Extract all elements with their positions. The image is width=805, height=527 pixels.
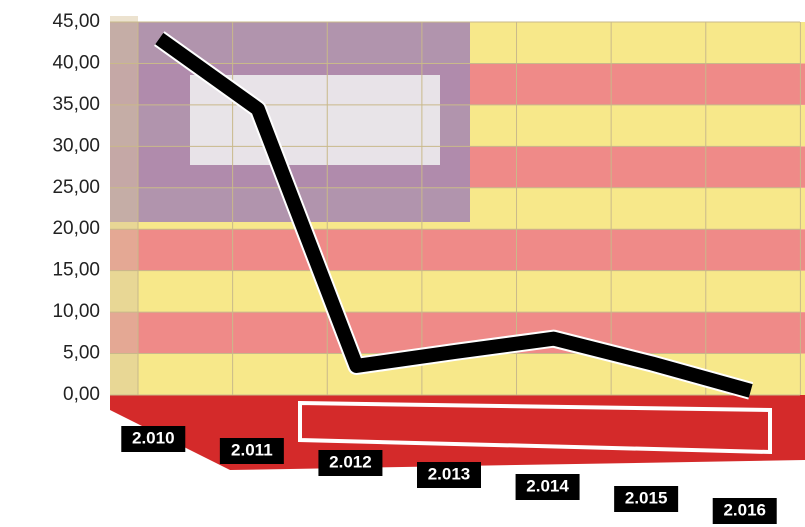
y-tick-label: 45,00 — [52, 11, 100, 32]
y-tick-label: 30,00 — [52, 135, 100, 156]
x-label-box — [219, 438, 284, 464]
y-tick-label: 25,00 — [52, 177, 100, 198]
stripe — [110, 229, 805, 271]
side-wall — [110, 16, 138, 395]
x-label-box — [515, 474, 580, 500]
y-tick-label: 20,00 — [52, 218, 100, 239]
y-tick-label: 5,00 — [63, 343, 100, 364]
x-tick-label: 2.014 — [526, 476, 569, 495]
x-label-box — [318, 450, 383, 476]
x-tick-label: 2.015 — [625, 488, 668, 507]
x-tick-label: 2.013 — [428, 464, 471, 483]
x-tick-label: 2.011 — [231, 440, 273, 459]
x-tick-label: 2.012 — [329, 452, 372, 471]
y-tick-label: 40,00 — [52, 52, 100, 73]
x-label-box — [417, 462, 481, 488]
y-tick-label: 35,00 — [52, 94, 100, 115]
x-label-box — [712, 498, 777, 524]
stripe — [110, 270, 805, 313]
floor-pattern — [298, 400, 772, 455]
y-tick-label: 15,00 — [52, 260, 100, 281]
y-tick-label: 0,00 — [63, 384, 100, 405]
x-tick-label: 2.010 — [132, 428, 175, 447]
x-tick-label: 2.016 — [723, 500, 766, 519]
x-label-box — [121, 426, 186, 452]
x-label-box — [614, 486, 679, 512]
y-tick-label: 10,00 — [52, 301, 100, 322]
line — [155, 32, 753, 398]
